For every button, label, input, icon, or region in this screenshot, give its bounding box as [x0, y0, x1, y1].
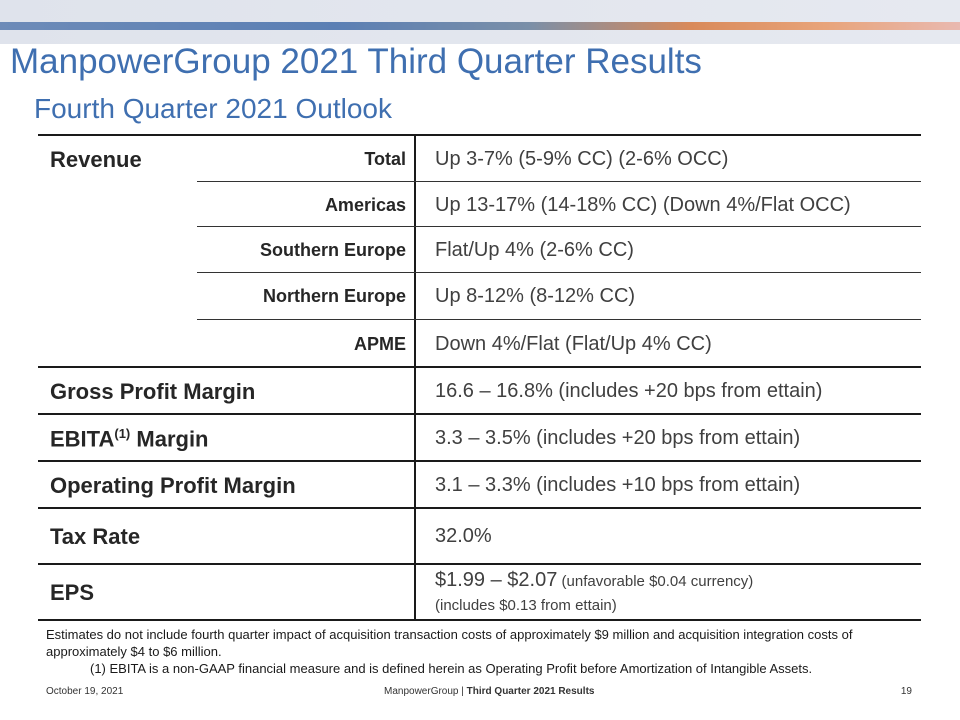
- estimate-note: Estimates do not include fourth quarter …: [46, 627, 853, 659]
- tax-rate-value: 32.0%: [435, 525, 492, 547]
- eps-value: $1.99 – $2.07 (unfavorable $0.04 currenc…: [435, 569, 753, 592]
- footer-center: ManpowerGroup | Third Quarter 2021 Resul…: [384, 686, 594, 697]
- operating-profit-value: 3.1 – 3.3% (includes +10 bps from ettain…: [435, 474, 801, 496]
- revenue-value-total: Up 3-7% (5-9% CC) (2-6% OCC): [435, 148, 729, 170]
- eps-range: $1.99 – $2.07: [435, 569, 558, 591]
- footer-date: October 19, 2021: [46, 686, 124, 697]
- ebita-footnote-marker: (1): [114, 426, 131, 441]
- revenue-region-northern-europe: Northern Europe: [262, 286, 406, 306]
- eps-ettain-note: (includes $0.13 from ettain): [435, 597, 617, 614]
- row-divider: [38, 507, 921, 509]
- ebita-label-text: EBITA: [50, 426, 115, 452]
- row-divider: [38, 366, 921, 368]
- row-divider: [197, 272, 921, 273]
- revenue-value-apme: Down 4%/Flat (Flat/Up 4% CC): [435, 333, 712, 355]
- footer-company: ManpowerGroup: [384, 686, 459, 697]
- gross-profit-value: 16.6 – 16.8% (includes +20 bps from etta…: [435, 380, 823, 402]
- row-divider: [38, 460, 921, 462]
- page-number: 19: [900, 686, 912, 697]
- ebita-footnote: (1) EBITA is a non-GAAP financial measur…: [90, 661, 813, 676]
- revenue-value-americas: Up 13-17% (14-18% CC) (Down 4%/Flat OCC): [435, 194, 851, 216]
- row-divider: [197, 319, 921, 320]
- footer-report: Third Quarter 2021 Results: [466, 686, 595, 697]
- revenue-region-apme: APME: [353, 334, 406, 354]
- row-divider: [197, 181, 921, 182]
- page-subtitle: Fourth Quarter 2021 Outlook: [34, 93, 392, 124]
- operating-profit-label: Operating Profit Margin: [50, 473, 296, 498]
- tax-rate-label: Tax Rate: [50, 524, 141, 549]
- ebita-label: EBITA(1) Margin: [50, 426, 209, 452]
- row-divider: [38, 563, 921, 565]
- revenue-value-southern-europe: Flat/Up 4% (2-6% CC): [435, 239, 634, 261]
- ebita-value: 3.3 – 3.5% (includes +20 bps from ettain…: [435, 427, 801, 449]
- revenue-region-southern-europe: Southern Europe: [259, 240, 406, 260]
- revenue-label: Revenue: [50, 147, 142, 172]
- page-title: ManpowerGroup 2021 Third Quarter Results: [10, 42, 702, 81]
- ebita-label-suffix: Margin: [130, 426, 209, 452]
- table-top-border: [38, 134, 921, 136]
- table-column-divider: [414, 134, 416, 620]
- eps-currency-note: (unfavorable $0.04 currency): [557, 573, 754, 590]
- footer-separator: |: [458, 686, 467, 697]
- revenue-region-total: Total: [364, 149, 406, 169]
- revenue-region-americas: Americas: [324, 195, 406, 215]
- eps-label: EPS: [50, 580, 95, 605]
- revenue-value-northern-europe: Up 8-12% (8-12% CC): [435, 285, 636, 307]
- gross-profit-label: Gross Profit Margin: [50, 379, 256, 404]
- header-color-band: [0, 22, 960, 30]
- row-divider: [197, 226, 921, 227]
- row-divider: [38, 413, 921, 415]
- table-bottom-border: [38, 619, 921, 621]
